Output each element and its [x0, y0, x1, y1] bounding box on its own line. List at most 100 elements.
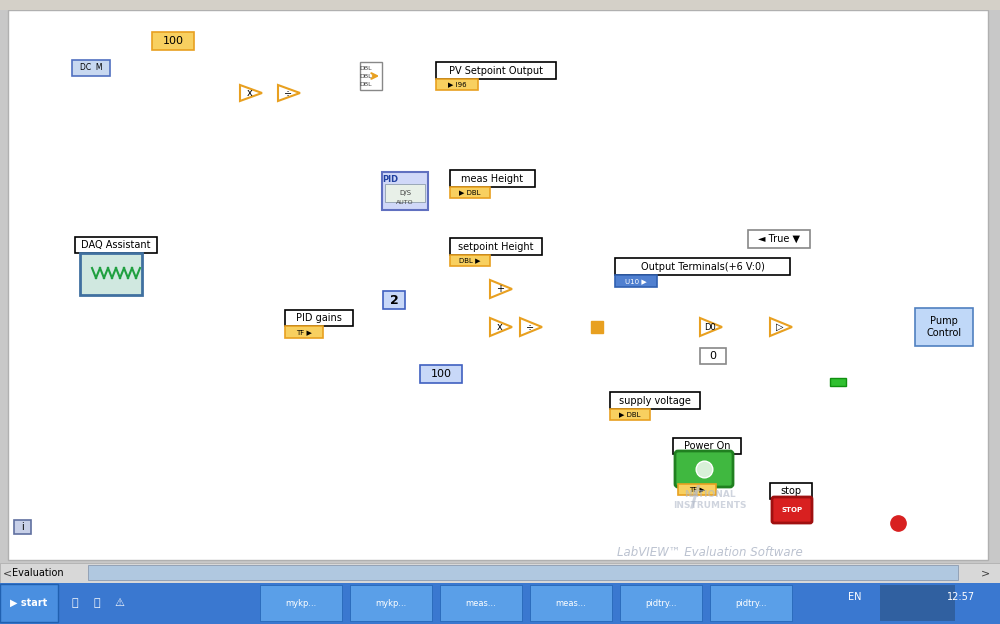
- FancyBboxPatch shape: [530, 585, 612, 621]
- Text: x: x: [247, 88, 253, 98]
- Text: ▶ start: ▶ start: [10, 598, 48, 608]
- Text: +: +: [496, 284, 504, 294]
- Text: >: >: [980, 568, 990, 578]
- Text: PID: PID: [382, 175, 398, 185]
- Text: AUTO: AUTO: [396, 200, 414, 205]
- FancyBboxPatch shape: [678, 484, 716, 495]
- Text: mykp...: mykp...: [375, 598, 407, 608]
- FancyBboxPatch shape: [450, 170, 535, 187]
- FancyBboxPatch shape: [360, 62, 382, 90]
- Text: Pump
Control: Pump Control: [926, 316, 962, 338]
- FancyBboxPatch shape: [830, 378, 846, 386]
- Text: ▶ I96: ▶ I96: [448, 82, 466, 87]
- Text: PID gains: PID gains: [296, 313, 342, 323]
- FancyBboxPatch shape: [710, 585, 792, 621]
- Text: /: /: [690, 484, 700, 512]
- Text: stop: stop: [780, 486, 802, 496]
- Text: Power On: Power On: [684, 441, 730, 451]
- Text: D0: D0: [704, 323, 716, 331]
- FancyBboxPatch shape: [152, 32, 194, 50]
- FancyBboxPatch shape: [0, 0, 1000, 10]
- Text: DBL: DBL: [360, 82, 372, 87]
- Text: 100: 100: [430, 369, 452, 379]
- Text: meas...: meas...: [556, 598, 586, 608]
- FancyBboxPatch shape: [14, 520, 31, 534]
- FancyBboxPatch shape: [75, 237, 157, 253]
- FancyBboxPatch shape: [88, 565, 958, 580]
- FancyBboxPatch shape: [80, 253, 142, 295]
- FancyBboxPatch shape: [8, 10, 988, 560]
- FancyBboxPatch shape: [440, 585, 522, 621]
- Text: meas Height: meas Height: [461, 173, 524, 183]
- Text: 2: 2: [390, 293, 398, 306]
- Text: ◄ True ▼: ◄ True ▼: [758, 234, 800, 244]
- Text: DBL: DBL: [360, 74, 372, 79]
- Polygon shape: [240, 85, 262, 101]
- FancyBboxPatch shape: [673, 438, 741, 454]
- Text: LabVIEW™ Evaluation Software: LabVIEW™ Evaluation Software: [617, 545, 803, 558]
- Text: NATIONAL
INSTRUMENTS: NATIONAL INSTRUMENTS: [673, 490, 747, 510]
- Text: TF ▶: TF ▶: [689, 487, 705, 492]
- FancyBboxPatch shape: [700, 348, 726, 364]
- Text: DAQ Assistant: DAQ Assistant: [81, 240, 151, 250]
- Text: ÷: ÷: [284, 88, 292, 98]
- Text: x: x: [497, 322, 503, 332]
- Text: 0: 0: [710, 351, 716, 361]
- FancyBboxPatch shape: [420, 365, 462, 383]
- FancyBboxPatch shape: [0, 584, 58, 622]
- FancyBboxPatch shape: [72, 60, 110, 76]
- FancyBboxPatch shape: [675, 451, 733, 487]
- Text: mykp...: mykp...: [285, 598, 317, 608]
- FancyBboxPatch shape: [620, 585, 702, 621]
- FancyBboxPatch shape: [450, 187, 490, 198]
- FancyBboxPatch shape: [880, 585, 940, 621]
- FancyBboxPatch shape: [385, 184, 425, 202]
- Text: supply voltage: supply voltage: [619, 396, 691, 406]
- FancyBboxPatch shape: [880, 585, 955, 621]
- FancyBboxPatch shape: [436, 62, 556, 79]
- Text: ⚠: ⚠: [114, 598, 124, 608]
- Text: ▶ DBL: ▶ DBL: [459, 190, 481, 195]
- FancyBboxPatch shape: [450, 238, 542, 255]
- Polygon shape: [490, 280, 512, 298]
- FancyBboxPatch shape: [770, 483, 812, 499]
- Text: DBL: DBL: [360, 66, 372, 71]
- Text: pidtry...: pidtry...: [735, 598, 767, 608]
- Text: Evaluation: Evaluation: [12, 568, 64, 578]
- FancyBboxPatch shape: [610, 392, 700, 409]
- FancyBboxPatch shape: [748, 230, 810, 248]
- Text: EN: EN: [848, 592, 862, 602]
- Text: meas...: meas...: [466, 598, 496, 608]
- FancyBboxPatch shape: [615, 275, 657, 287]
- Polygon shape: [770, 318, 792, 336]
- FancyBboxPatch shape: [285, 326, 323, 338]
- Text: TF ▶: TF ▶: [296, 329, 312, 335]
- FancyBboxPatch shape: [772, 497, 812, 523]
- FancyBboxPatch shape: [0, 583, 1000, 624]
- Text: 📁: 📁: [94, 598, 100, 608]
- FancyBboxPatch shape: [0, 563, 1000, 583]
- FancyBboxPatch shape: [610, 409, 650, 420]
- FancyBboxPatch shape: [285, 310, 353, 326]
- Text: ▷: ▷: [776, 322, 784, 332]
- Polygon shape: [520, 318, 542, 336]
- Text: setpoint Height: setpoint Height: [458, 241, 534, 251]
- Text: Output Terminals(+6 V:0): Output Terminals(+6 V:0): [641, 261, 764, 271]
- Text: DC  M: DC M: [80, 64, 102, 72]
- Text: ▶ DBL: ▶ DBL: [619, 411, 641, 417]
- Text: U10 ▶: U10 ▶: [625, 278, 647, 284]
- FancyBboxPatch shape: [350, 585, 432, 621]
- Text: D/S: D/S: [399, 190, 411, 196]
- Polygon shape: [700, 318, 722, 336]
- Text: <: <: [3, 568, 13, 578]
- Polygon shape: [278, 85, 300, 101]
- FancyBboxPatch shape: [383, 291, 405, 309]
- FancyBboxPatch shape: [600, 225, 970, 385]
- Text: 🌐: 🌐: [72, 598, 78, 608]
- Polygon shape: [490, 318, 512, 336]
- FancyBboxPatch shape: [450, 255, 490, 266]
- FancyBboxPatch shape: [915, 308, 973, 346]
- Text: PV Setpoint Output: PV Setpoint Output: [449, 66, 543, 76]
- Text: 12:57: 12:57: [947, 592, 975, 602]
- FancyBboxPatch shape: [615, 258, 790, 275]
